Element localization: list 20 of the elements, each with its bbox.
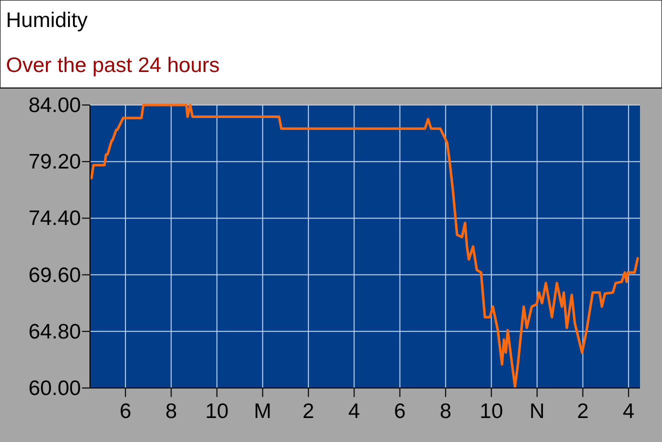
x-tick-label: 6 (120, 400, 132, 423)
y-tick-label: 69.60 (28, 264, 81, 287)
x-tick-label: 2 (302, 400, 314, 423)
y-tick-label: 60.00 (28, 377, 81, 400)
x-tick-label: 8 (165, 400, 178, 423)
x-tick-label: 4 (348, 400, 360, 423)
x-tick-label: N (530, 400, 545, 423)
x-tick-label: 10 (205, 400, 229, 423)
x-tick-label: 2 (576, 400, 589, 423)
x-tick-label: 4 (622, 400, 635, 423)
y-tick-label: 79.20 (28, 150, 81, 174)
x-tick-label: 6 (394, 400, 406, 423)
chart-subtitle: Over the past 24 hours (6, 54, 220, 77)
x-tick-label: M (254, 400, 272, 423)
x-tick-label: 10 (480, 400, 504, 423)
y-tick-label: 84.00 (28, 94, 81, 117)
y-tick-label: 74.40 (28, 207, 81, 230)
chart-title: Humidity (6, 9, 88, 32)
y-tick-label: 64.80 (28, 320, 81, 344)
x-tick-label: 8 (440, 400, 452, 423)
